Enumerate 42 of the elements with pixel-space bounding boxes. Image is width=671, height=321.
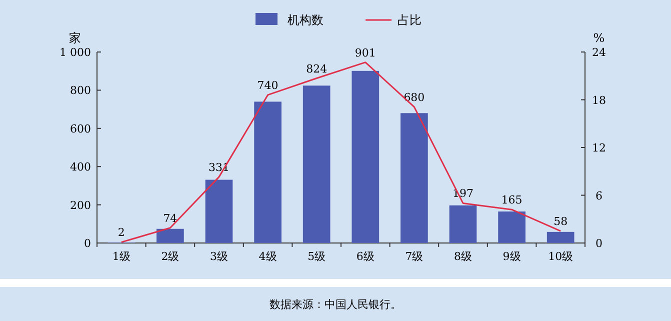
bar <box>205 180 233 243</box>
y2-tick-label: 6 <box>596 189 602 202</box>
bar <box>400 113 428 243</box>
y2-tick-label: 24 <box>592 46 606 59</box>
data-label: 901 <box>354 46 376 60</box>
y2-tick-label: 12 <box>592 142 606 154</box>
y-tick-label: 600 <box>70 122 91 136</box>
bar <box>449 205 477 243</box>
data-label: 824 <box>306 62 328 76</box>
y-tick-label: 800 <box>70 84 91 98</box>
x-tick-label: 9级 <box>502 250 521 263</box>
y2-axis-title: % <box>593 31 605 45</box>
bar <box>156 228 184 243</box>
data-label: 2 <box>118 226 125 240</box>
x-tick-label: 8级 <box>454 250 472 263</box>
y-tick-label: 0 <box>84 237 91 250</box>
data-label: 58 <box>554 215 568 228</box>
x-tick-label: 2级 <box>161 250 180 263</box>
data-label: 165 <box>501 194 522 207</box>
y2-tick-label: 0 <box>596 237 602 250</box>
legend-label: 占比 <box>398 13 422 27</box>
y-axis-title: 家 <box>69 31 81 45</box>
bar <box>302 86 330 243</box>
y-tick-label: 200 <box>70 198 91 212</box>
data-label: 740 <box>257 78 278 92</box>
x-tick-label: 7级 <box>405 250 424 263</box>
y-tick-label: 1 000 <box>60 46 91 59</box>
x-tick-label: 10级 <box>548 250 574 263</box>
y-tick-label: 400 <box>70 160 91 174</box>
x-tick-label: 5级 <box>308 250 326 263</box>
legend-label: 机构数 <box>288 13 324 27</box>
data-label: 74 <box>163 212 178 225</box>
bar <box>546 232 574 243</box>
x-tick-label: 4级 <box>258 250 277 263</box>
y2-tick-label: 18 <box>592 94 606 107</box>
bar <box>498 211 526 243</box>
source-note: 数据来源：中国人民银行。 <box>270 298 402 311</box>
bar <box>254 102 282 243</box>
x-tick-label: 6级 <box>356 250 374 263</box>
x-tick-label: 3级 <box>210 250 228 263</box>
bar <box>352 70 380 243</box>
x-tick-label: 1级 <box>112 250 130 263</box>
